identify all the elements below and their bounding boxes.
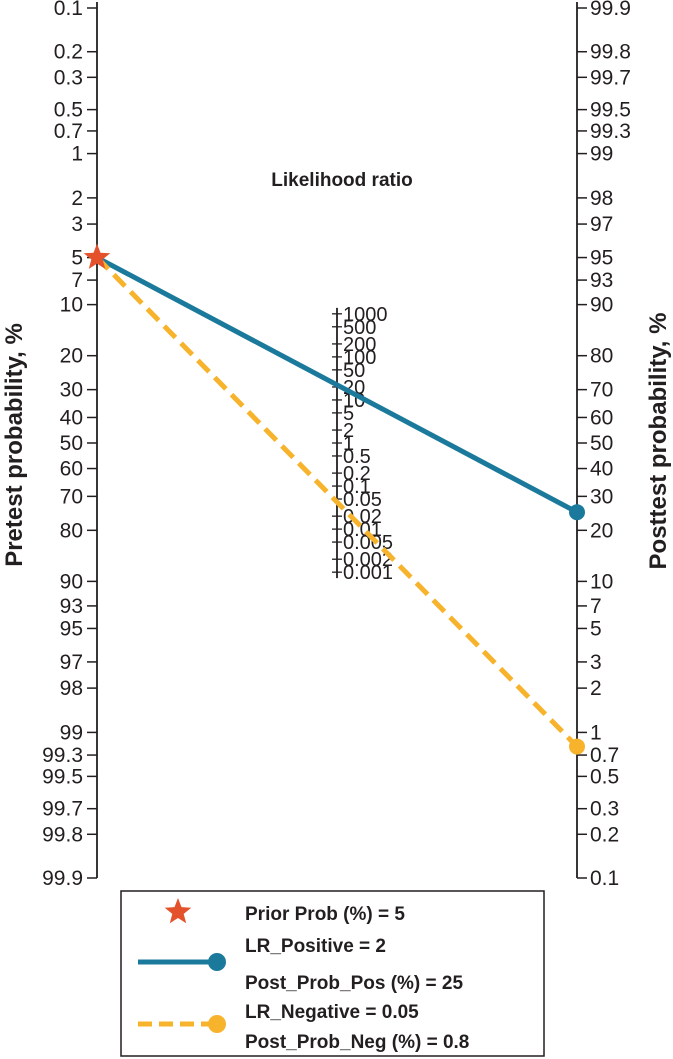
left-tick-label-0p5: 0.5 (54, 99, 83, 122)
right-tick-label-97: 97 (590, 213, 613, 236)
middle-tick-label-500: 500 (343, 317, 376, 339)
left-tick-label-2: 2 (71, 187, 83, 210)
right-axis-title: Posttest probability, % (645, 313, 672, 570)
left-tick-label-90: 90 (60, 570, 83, 593)
right-tick-label-99p7: 99.7 (590, 66, 631, 89)
left-tick-label-60: 60 (60, 458, 83, 481)
legend-negative-post-text: Post_Prob_Neg (%) = 0.8 (245, 1032, 469, 1053)
middle-tick-label-50: 50 (343, 360, 365, 382)
left-tick-label-10: 10 (60, 294, 83, 317)
left-tick-label-98: 98 (60, 677, 83, 700)
legend-negative-lr-text: LR_Negative = 0.05 (245, 1002, 419, 1023)
left-tick-label-97: 97 (60, 651, 83, 674)
legend-prior-text: Prior Prob (%) = 5 (245, 904, 405, 925)
middle-tick-label-200: 200 (343, 334, 376, 356)
right-tick-label-20: 20 (590, 519, 613, 542)
left-tick-label-99p3: 99.3 (42, 744, 83, 767)
right-tick-label-30: 30 (590, 485, 613, 508)
right-tick-label-0p3: 0.3 (590, 798, 619, 821)
right-tick-label-99p5: 99.5 (590, 99, 631, 122)
posttest-point-lr-negative (569, 738, 585, 755)
axes-group (96, 2, 578, 878)
left-tick-label-0p1: 0.1 (54, 0, 83, 20)
left-tick-label-7: 7 (71, 269, 83, 292)
right-tick-label-1: 1 (590, 721, 602, 744)
left-axis-title: Pretest probability, % (1, 323, 28, 567)
middle-tick-label-0p1: 0.1 (343, 476, 371, 498)
left-tick-label-0p3: 0.3 (54, 66, 83, 89)
legend-positive-marker (208, 953, 226, 971)
right-tick-label-80: 80 (590, 345, 613, 368)
series-line-lr-positive (95, 255, 579, 515)
left-tick-label-5: 5 (71, 247, 83, 270)
left-tick-label-3: 3 (71, 213, 83, 236)
middle-tick-label-100: 100 (343, 347, 376, 369)
left-tick-label-99p8: 99.8 (42, 823, 83, 846)
left-tick-label-99p5: 99.5 (42, 765, 83, 788)
left-tick-label-99p7: 99.7 (42, 798, 83, 821)
right-tick-label-99p3: 99.3 (590, 120, 631, 143)
right-tick-label-98: 98 (590, 187, 613, 210)
left-tick-label-93: 93 (60, 595, 83, 618)
legend-positive-lr-text: LR_Positive = 2 (245, 936, 386, 957)
series-lines (95, 255, 579, 749)
left-tick-label-0p2: 0.2 (54, 41, 83, 64)
middle-tick-label-0p005: 0.005 (343, 532, 393, 554)
middle-tick-label-0p05: 0.05 (343, 489, 382, 511)
middle-tick-label-0p5: 0.5 (343, 446, 371, 468)
right-tick-label-5: 5 (590, 617, 602, 640)
left-tick-label-80: 80 (60, 519, 83, 542)
left-tick-label-30: 30 (60, 379, 83, 402)
right-tick-label-60: 60 (590, 406, 613, 429)
right-tick-label-99p9: 99.9 (590, 0, 631, 20)
right-tick-label-0p5: 0.5 (590, 765, 619, 788)
right-tick-label-93: 93 (590, 269, 613, 292)
left-tick-label-95: 95 (60, 617, 83, 640)
middle-tick-label-0p02: 0.02 (343, 506, 382, 528)
left-tick-label-70: 70 (60, 485, 83, 508)
series-markers (83, 243, 585, 755)
ticks-group: 0.10.20.30.50.71235710203040506070809093… (42, 0, 631, 890)
right-tick-label-99p8: 99.8 (590, 41, 631, 64)
right-tick-label-2: 2 (590, 677, 602, 700)
right-tick-label-95: 95 (590, 247, 613, 270)
legend-box (120, 890, 545, 1057)
right-tick-label-0p2: 0.2 (590, 823, 619, 846)
right-tick-label-99: 99 (590, 143, 613, 166)
middle-tick-label-1000: 1000 (343, 304, 388, 326)
right-tick-label-7: 7 (590, 595, 602, 618)
middle-axis-title: Likelihood ratio (271, 170, 412, 191)
legend-star-icon (164, 898, 192, 924)
right-tick-label-0p7: 0.7 (590, 744, 619, 767)
legend: Prior Prob (%) = 5 LR_Positive = 2 Post_… (120, 890, 545, 1057)
left-tick-label-50: 50 (60, 432, 83, 455)
left-tick-label-99p9: 99.9 (42, 867, 83, 890)
series-line-lr-negative (95, 255, 579, 749)
prior-prob-star-icon (83, 243, 111, 269)
right-tick-label-70: 70 (590, 379, 613, 402)
middle-tick-label-2: 2 (343, 420, 354, 442)
right-tick-label-90: 90 (590, 294, 613, 317)
middle-tick-label-5: 5 (343, 403, 354, 425)
middle-tick-label-0p2: 0.2 (343, 463, 371, 485)
left-tick-label-99: 99 (60, 721, 83, 744)
left-tick-label-1: 1 (71, 143, 83, 166)
middle-tick-label-0p001: 0.001 (343, 562, 393, 584)
legend-marks (138, 898, 226, 1033)
middle-tick-label-1: 1 (343, 433, 354, 455)
left-tick-label-40: 40 (60, 406, 83, 429)
right-tick-label-10: 10 (590, 570, 613, 593)
posttest-point-lr-positive (569, 504, 585, 521)
right-tick-label-0p1: 0.1 (590, 867, 619, 890)
middle-tick-label-0p002: 0.002 (343, 549, 393, 571)
right-tick-label-50: 50 (590, 432, 613, 455)
left-tick-label-20: 20 (60, 345, 83, 368)
right-tick-label-40: 40 (590, 458, 613, 481)
right-tick-label-3: 3 (590, 651, 602, 674)
left-tick-label-0p7: 0.7 (54, 120, 83, 143)
legend-positive-post-text: Post_Prob_Pos (%) = 25 (245, 973, 463, 994)
legend-negative-marker (208, 1015, 226, 1033)
